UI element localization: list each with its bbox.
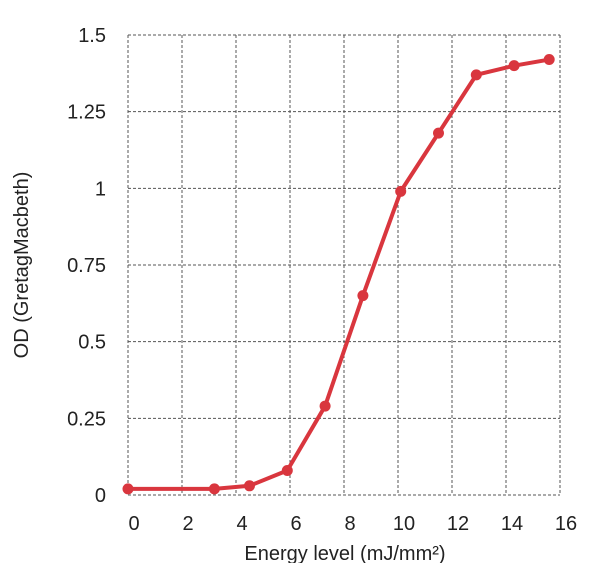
data-point	[244, 480, 255, 492]
x-tick-label: 6	[290, 513, 301, 535]
y-axis-ticks: 0 0.25 0.5 0.75 1 1.25 1.5	[67, 25, 106, 507]
y-tick-label: 0.75	[67, 255, 106, 277]
data-point	[433, 127, 444, 139]
x-tick-label: 16	[555, 513, 577, 535]
data-point	[543, 54, 555, 66]
y-tick-label: 0.25	[67, 408, 106, 430]
data-point	[122, 483, 134, 495]
x-tick-label: 14	[501, 513, 523, 535]
x-axis-label: Energy level (mJ/mm²)	[244, 543, 445, 563]
y-tick-label: 1.5	[78, 25, 106, 47]
series-layer	[122, 54, 555, 495]
data-point	[470, 69, 482, 81]
x-tick-label: 12	[447, 513, 469, 535]
grid-lines	[127, 34, 561, 496]
x-tick-label: 2	[182, 513, 193, 535]
x-tick-label: 0	[128, 513, 139, 535]
y-tick-label: 1.25	[67, 102, 106, 124]
data-point	[281, 464, 293, 476]
data-point	[508, 60, 520, 72]
x-tick-label: 4	[236, 513, 247, 535]
series-line	[126, 57, 552, 491]
y-tick-label: 1	[95, 178, 106, 200]
y-axis-label: OD (GretagMacbeth)	[11, 172, 33, 359]
x-axis-ticks: 0 2 4 6 8 10 12 14 16	[128, 513, 577, 535]
y-tick-label: 0	[95, 485, 106, 507]
x-tick-label: 8	[344, 513, 355, 535]
y-tick-label: 0.5	[78, 332, 106, 354]
data-point	[395, 185, 407, 197]
data-point	[319, 400, 331, 412]
x-tick-label: 10	[393, 513, 415, 535]
data-point	[357, 290, 369, 302]
data-point	[208, 483, 220, 495]
